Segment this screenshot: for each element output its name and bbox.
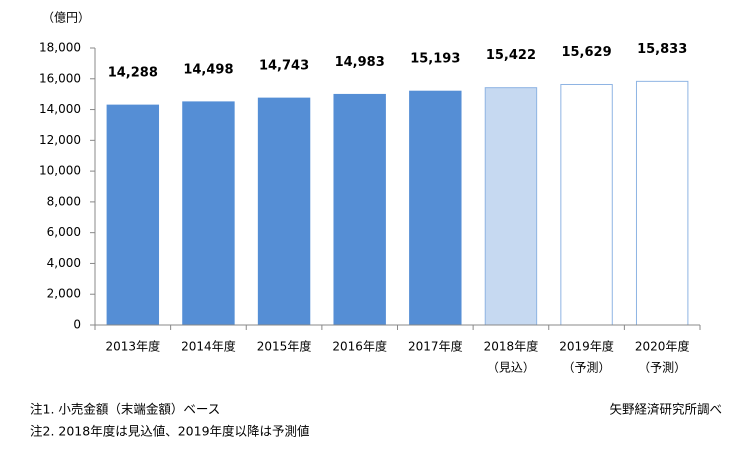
x-tick-label: 2020年度 xyxy=(635,339,690,354)
bar xyxy=(333,93,386,326)
value-label: 14,983 xyxy=(335,55,385,70)
y-tick-label: 0 xyxy=(73,318,81,332)
y-unit: （億円） xyxy=(42,11,90,25)
bar xyxy=(635,80,689,326)
y-tick-label: 4,000 xyxy=(47,256,81,270)
y-tick-label: 12,000 xyxy=(39,133,81,147)
value-label: 15,629 xyxy=(561,45,611,60)
bar xyxy=(560,83,613,326)
x-tick-note: （予測） xyxy=(638,361,686,375)
value-label: 14,743 xyxy=(259,59,309,74)
x-tick-note: （予測） xyxy=(563,361,611,375)
note: 注2. 2018年度は見込値、2019年度以降は予測値 xyxy=(30,424,310,439)
value-label: 15,193 xyxy=(410,52,460,67)
value-label: 14,288 xyxy=(108,66,158,81)
x-tick-label: 2013年度 xyxy=(106,339,161,354)
value-label: 14,498 xyxy=(183,62,233,77)
x-tick-label: 2015年度 xyxy=(257,339,312,354)
y-tick-label: 14,000 xyxy=(39,102,81,116)
x-tick-label: 2017年度 xyxy=(408,339,463,354)
x-tick-label: 2018年度 xyxy=(484,339,539,354)
x-tick-note: （見込） xyxy=(487,361,535,375)
y-tick-label: 2,000 xyxy=(47,287,81,301)
bar xyxy=(182,101,235,326)
bar xyxy=(106,104,160,326)
x-tick-label: 2019年度 xyxy=(559,339,614,354)
bar xyxy=(257,97,311,326)
y-tick-label: 8,000 xyxy=(47,194,81,208)
y-tick-label: 16,000 xyxy=(39,71,81,85)
y-tick-label: 10,000 xyxy=(39,164,81,178)
y-tick-label: 6,000 xyxy=(47,225,81,239)
value-label: 15,422 xyxy=(486,48,536,63)
bar xyxy=(409,90,462,326)
note: 注1. 小売金額（末端金額）ベース xyxy=(30,402,220,417)
x-tick-label: 2016年度 xyxy=(332,339,387,354)
value-label: 15,833 xyxy=(637,42,687,57)
y-tick-label: 18,000 xyxy=(39,41,81,55)
bar xyxy=(484,87,538,326)
x-tick-label: 2014年度 xyxy=(181,339,236,354)
source: 矢野経済研究所調べ xyxy=(609,402,722,417)
